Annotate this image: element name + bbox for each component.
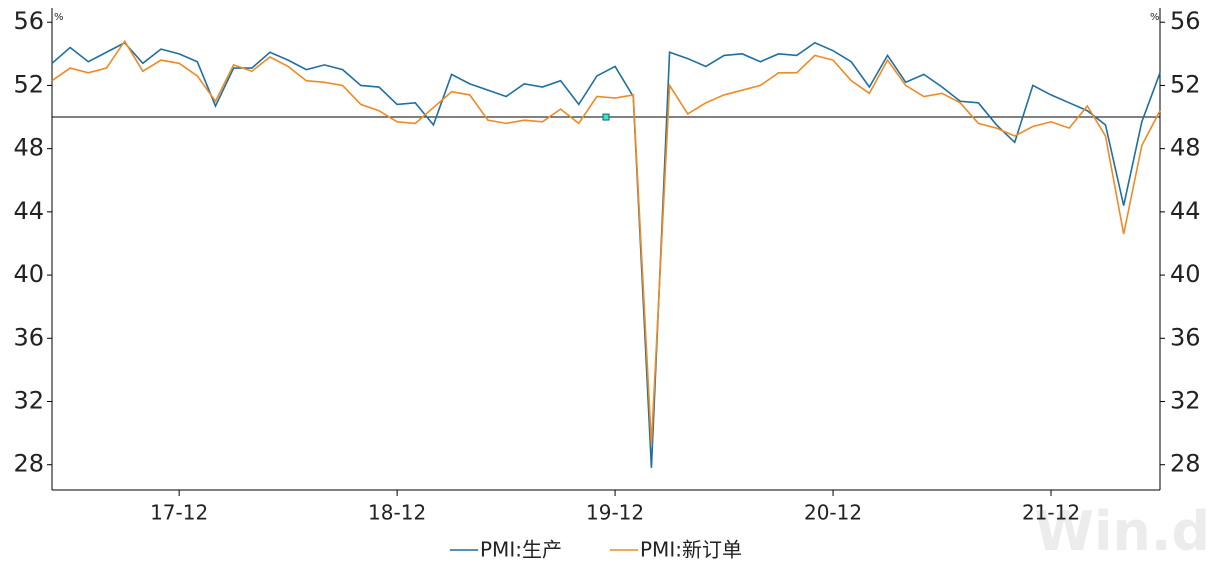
y2-tick-label: 32 bbox=[1170, 387, 1201, 415]
y2-tick-label: 28 bbox=[1170, 450, 1201, 478]
marker bbox=[602, 113, 610, 121]
y-tick-label: 52 bbox=[13, 70, 44, 98]
y-tick-label: 44 bbox=[13, 197, 44, 225]
y-tick-label: 40 bbox=[13, 260, 44, 288]
y2-tick-label: 44 bbox=[1170, 197, 1201, 225]
y-tick-label: 48 bbox=[13, 134, 44, 162]
legend-label: PMI:生产 bbox=[480, 538, 562, 562]
y2-tick-label: 48 bbox=[1170, 134, 1201, 162]
y2-tick-label: 36 bbox=[1170, 323, 1201, 351]
x-tick-label: 17-12 bbox=[150, 501, 208, 525]
legend-label: PMI:新订单 bbox=[640, 538, 742, 562]
y2-tick-label: 56 bbox=[1170, 7, 1201, 35]
y-tick-label: 36 bbox=[13, 323, 44, 351]
y2-tick-label: 52 bbox=[1170, 70, 1201, 98]
y-tick-label: 32 bbox=[13, 387, 44, 415]
y-tick-label: 28 bbox=[13, 450, 44, 478]
y-unit: % bbox=[54, 12, 64, 23]
y-tick-label: 56 bbox=[13, 7, 44, 35]
series-line bbox=[51, 39, 1161, 445]
x-tick-label: 20-12 bbox=[804, 501, 862, 525]
y2-tick-label: 40 bbox=[1170, 260, 1201, 288]
y2-unit: % bbox=[1150, 12, 1160, 23]
x-tick-label: 21-12 bbox=[1022, 501, 1080, 525]
x-tick-label: 18-12 bbox=[368, 501, 426, 525]
x-tick-label: 19-12 bbox=[586, 501, 644, 525]
watermark: Win.d bbox=[1034, 500, 1210, 563]
series-line bbox=[51, 41, 1161, 468]
